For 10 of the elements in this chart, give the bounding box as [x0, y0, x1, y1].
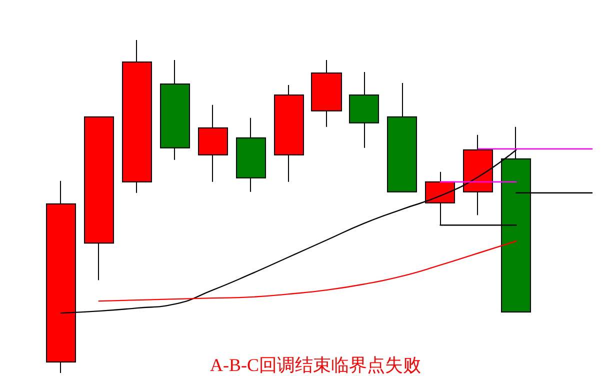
candlestick	[84, 116, 114, 281]
candlestick	[311, 59, 342, 128]
candlestick	[349, 71, 379, 148]
candlestick	[387, 82, 417, 192]
candlestick	[160, 59, 190, 160]
annotation: A-B-C回调结束临界点失败	[210, 355, 421, 375]
candlestick	[236, 117, 266, 192]
candlestick	[198, 104, 228, 182]
candlestick	[122, 40, 152, 194]
candlestick	[274, 84, 304, 182]
